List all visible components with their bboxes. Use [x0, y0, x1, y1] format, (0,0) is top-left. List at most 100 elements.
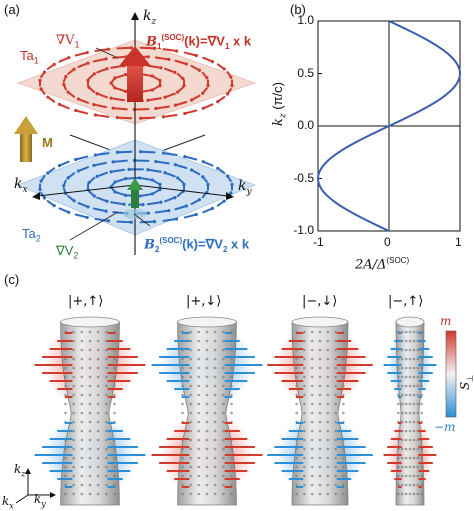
spin-arrow-tip — [52, 62, 56, 66]
ytick-label: -1.0 — [293, 223, 314, 237]
tube-hole — [303, 384, 306, 388]
eq-top-rest: (k)=∇V — [184, 33, 225, 49]
spin-arrow-tip — [95, 92, 99, 96]
tube-hole — [303, 420, 306, 424]
ta2-spin-texture — [38, 150, 234, 224]
tube-hole — [295, 393, 298, 397]
tube-hole — [404, 420, 408, 424]
tube-hole — [420, 465, 423, 469]
tube-hole — [295, 483, 298, 487]
tube-hole — [189, 447, 192, 451]
spin-tube — [383, 316, 437, 506]
tube-hole — [181, 411, 184, 415]
spin-arrow-tip — [76, 169, 81, 173]
tube-hole — [404, 429, 408, 433]
spin-arrow — [77, 62, 89, 68]
tube-hole — [397, 393, 400, 397]
tube-hole — [310, 429, 314, 433]
ylabel-sub: z — [278, 113, 289, 119]
m-label: M — [42, 135, 53, 150]
tube-hole — [105, 456, 108, 460]
spin-arrow-tip — [161, 115, 166, 119]
tube-hole — [420, 357, 423, 361]
tube-hole — [80, 402, 84, 406]
tube-hole — [80, 348, 84, 352]
tube-hole — [105, 438, 108, 442]
tube-hole — [326, 411, 330, 415]
gradv2-label: ∇V2 — [56, 243, 78, 261]
tube-hole — [105, 465, 108, 469]
tube-hole — [408, 447, 412, 451]
tube-hole — [310, 438, 314, 442]
tube-hole — [230, 474, 233, 478]
tube-hole — [88, 429, 92, 433]
ytick-label: 0.5 — [297, 65, 314, 80]
tube-hole — [189, 474, 192, 478]
tube-hole — [222, 330, 225, 334]
tube-hole — [412, 465, 416, 469]
tube-hole — [205, 339, 209, 343]
colorbar-title: S⊥ — [458, 375, 474, 390]
tube-hole — [404, 348, 408, 352]
spin-arrow-tip — [197, 68, 202, 72]
tube-hole — [334, 366, 337, 370]
spin-arrow-tip — [173, 70, 177, 74]
tube-hole — [105, 474, 108, 478]
tube-hole — [189, 483, 192, 487]
spin-arrow — [162, 113, 178, 118]
spin-arrow-tip — [184, 62, 188, 66]
tube-hole — [205, 438, 209, 442]
tube-hole — [64, 357, 67, 361]
tube-hole — [189, 384, 192, 388]
tube-hole — [334, 357, 337, 361]
tube-hole — [400, 393, 404, 397]
tube-hole — [303, 429, 306, 433]
spin-arrow-tip — [229, 191, 233, 195]
tube-hole — [404, 357, 408, 361]
tube-hole — [310, 465, 314, 469]
tube-hole — [303, 375, 306, 379]
tube-hole — [222, 393, 225, 397]
tube-hole — [213, 402, 217, 406]
spin-arrow-tip — [161, 151, 166, 155]
tube-hole — [397, 447, 400, 451]
spin-arrow — [96, 171, 109, 178]
tube-hole — [230, 357, 233, 361]
tube-hole — [334, 393, 337, 397]
tube-hole — [197, 402, 201, 406]
tube-hole — [404, 465, 408, 469]
spin-arrow-tip — [115, 116, 120, 120]
spin-arrow-tip — [111, 106, 115, 110]
tube-hole — [205, 366, 209, 370]
tube-hole — [88, 447, 92, 451]
tube-hole — [412, 402, 416, 406]
tube-hole — [420, 474, 423, 478]
tube-hole — [105, 429, 108, 433]
spin-arrow — [110, 97, 126, 102]
spin-arrow-tip — [38, 78, 42, 82]
tube-hole — [420, 393, 423, 397]
tube-hole — [80, 384, 84, 388]
spin-arrow-tip — [72, 67, 76, 71]
tube-hole — [189, 393, 192, 397]
spin-arrow-tip — [152, 220, 157, 224]
b1-arrow-shaft — [127, 62, 143, 102]
spin-arrow — [112, 159, 128, 163]
tube-hole — [326, 375, 330, 379]
tube-hole — [334, 402, 337, 406]
spin-arrow-tip — [183, 111, 187, 116]
tube-hole — [105, 375, 108, 379]
spin-arrow-tip — [93, 113, 98, 117]
tube-hole — [64, 393, 67, 397]
spin-arrow-tip — [230, 84, 234, 88]
tube-hole — [310, 456, 314, 460]
spin-arrow-tip — [111, 160, 115, 164]
spin-arrow — [163, 67, 176, 74]
gradv1-pointer — [95, 47, 119, 59]
tube-hole — [96, 402, 100, 406]
tube-hole — [197, 465, 201, 469]
b2-arrow-shaft — [131, 186, 139, 208]
tube-hole — [80, 357, 84, 361]
eq-top-b: B — [146, 34, 157, 50]
spin-arrow-tip — [184, 204, 188, 208]
